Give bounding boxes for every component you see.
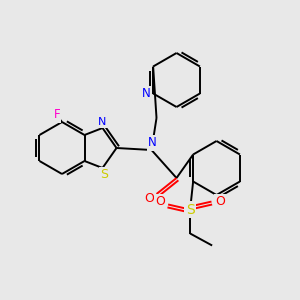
Text: N: N xyxy=(148,136,157,149)
Text: O: O xyxy=(215,195,225,208)
Text: S: S xyxy=(186,202,194,217)
Text: N: N xyxy=(142,87,151,100)
Text: S: S xyxy=(100,169,109,182)
Text: N: N xyxy=(98,117,107,127)
Text: F: F xyxy=(54,109,60,122)
Text: O: O xyxy=(145,193,154,206)
Text: O: O xyxy=(155,195,165,208)
